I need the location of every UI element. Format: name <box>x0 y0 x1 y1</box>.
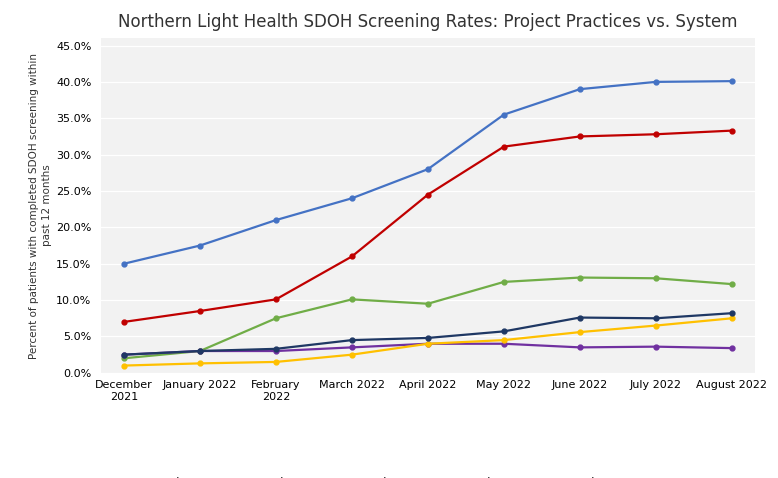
Practice #3 <box>575 275 584 281</box>
Legend: Practice #1, Practice #2, Practice #3, Practice #4, Practice #5, NLH System: Practice #1, Practice #2, Practice #3, P… <box>115 472 741 478</box>
Practice #5 <box>499 337 509 343</box>
Practice #2 <box>727 128 737 133</box>
Practice #4 <box>347 345 356 350</box>
Practice #1 <box>347 196 356 201</box>
Practice #1 <box>727 78 737 84</box>
Practice #4 <box>651 344 661 349</box>
Y-axis label: Percent of patients with completed SDOH screening within
past 12 months: Percent of patients with completed SDOH … <box>30 53 52 358</box>
Practice #5 <box>347 352 356 358</box>
Practice #4 <box>423 341 433 347</box>
Line: Practice #5: Practice #5 <box>121 316 734 368</box>
Practice #5 <box>575 329 584 335</box>
NLH System <box>119 352 128 358</box>
NLH System <box>272 346 281 352</box>
Practice #3 <box>423 301 433 306</box>
Practice #4 <box>499 341 509 347</box>
Practice #5 <box>727 315 737 321</box>
Practice #4 <box>575 345 584 350</box>
Practice #3 <box>272 315 281 321</box>
Line: Practice #3: Practice #3 <box>121 275 734 361</box>
Line: Practice #1: Practice #1 <box>121 79 734 266</box>
Practice #2 <box>423 192 433 197</box>
Practice #3 <box>195 348 205 354</box>
Practice #2 <box>347 254 356 260</box>
NLH System <box>347 337 356 343</box>
Practice #3 <box>651 275 661 281</box>
Practice #3 <box>119 356 128 361</box>
Practice #1 <box>272 217 281 223</box>
NLH System <box>423 335 433 341</box>
Practice #1 <box>423 166 433 172</box>
Practice #5 <box>119 363 128 369</box>
Practice #5 <box>195 360 205 366</box>
Practice #3 <box>499 279 509 285</box>
Practice #1 <box>195 243 205 249</box>
Practice #5 <box>651 323 661 328</box>
Line: NLH System: NLH System <box>121 311 734 357</box>
NLH System <box>499 328 509 334</box>
NLH System <box>195 348 205 354</box>
NLH System <box>651 315 661 321</box>
Practice #2 <box>272 296 281 302</box>
Practice #4 <box>727 345 737 351</box>
Practice #2 <box>119 319 128 325</box>
Practice #3 <box>727 281 737 287</box>
Practice #1 <box>575 87 584 92</box>
Practice #2 <box>651 131 661 137</box>
Practice #2 <box>195 308 205 314</box>
Title: Northern Light Health SDOH Screening Rates: Project Practices vs. System: Northern Light Health SDOH Screening Rat… <box>118 13 738 31</box>
Practice #4 <box>195 348 205 354</box>
Practice #2 <box>575 133 584 139</box>
Practice #4 <box>119 352 128 358</box>
Practice #2 <box>499 144 509 150</box>
Practice #4 <box>272 348 281 354</box>
Practice #1 <box>119 261 128 267</box>
Practice #1 <box>499 112 509 118</box>
Line: Practice #2: Practice #2 <box>121 128 734 325</box>
Practice #1 <box>651 79 661 85</box>
Line: Practice #4: Practice #4 <box>121 341 734 357</box>
Practice #3 <box>347 296 356 302</box>
Practice #5 <box>423 341 433 347</box>
NLH System <box>727 310 737 316</box>
Practice #5 <box>272 359 281 365</box>
NLH System <box>575 315 584 320</box>
